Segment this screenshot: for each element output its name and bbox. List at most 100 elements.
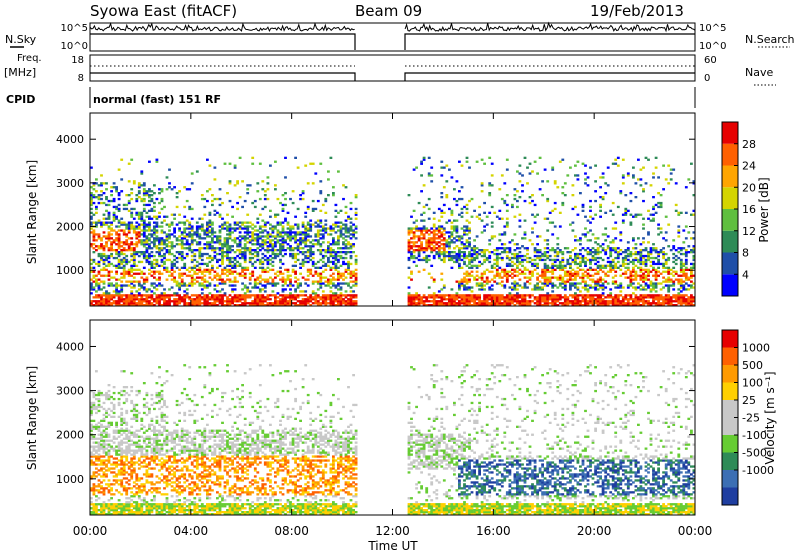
range-cell [521, 190, 524, 192]
range-cell [279, 247, 282, 249]
range-cell [183, 186, 186, 188]
range-cell [110, 222, 113, 224]
range-cell [322, 235, 325, 237]
range-cell [209, 241, 212, 243]
range-cell [158, 255, 161, 257]
range-cell [302, 231, 305, 233]
range-cell [304, 282, 307, 284]
range-cell [186, 227, 189, 229]
range-cell [135, 227, 138, 229]
range-cell [246, 267, 249, 269]
nsearch-label: N.Search [745, 33, 795, 46]
range-cell [642, 227, 645, 229]
range-cell [113, 206, 116, 208]
range-cell [196, 229, 199, 231]
range-cell [352, 281, 355, 283]
range-cell [531, 300, 534, 302]
range-cell [609, 296, 612, 298]
range-cell [589, 275, 592, 277]
range-cell [352, 300, 355, 302]
range-cell [151, 198, 154, 200]
range-cell [209, 282, 212, 284]
range-cell [617, 294, 620, 296]
range-cell [219, 239, 222, 241]
range-cell [110, 247, 113, 249]
range-cell [146, 224, 149, 226]
range-cell [105, 290, 108, 292]
range-cell [463, 233, 466, 235]
range-cell [337, 284, 340, 286]
range-cell [509, 286, 512, 288]
range-cell [587, 288, 590, 290]
range-cell [420, 161, 423, 163]
range-cell [466, 296, 469, 298]
range-cell [153, 206, 156, 208]
range-cell [251, 271, 254, 273]
range-cell [327, 296, 330, 298]
range-cell [476, 267, 479, 269]
range-cell [181, 241, 184, 243]
range-cell [582, 206, 585, 208]
range-cell [524, 284, 527, 286]
range-cell [130, 302, 133, 304]
range-cell [453, 220, 456, 222]
range-cell [251, 227, 254, 229]
range-cell [151, 251, 154, 253]
range-cell [632, 267, 635, 269]
range-cell [667, 300, 670, 302]
range-cell [650, 288, 653, 290]
range-cell [506, 279, 509, 281]
range-cell [541, 300, 544, 302]
range-cell [203, 214, 206, 216]
range-cell [478, 218, 481, 220]
range-cell [324, 296, 327, 298]
range-cell [534, 204, 537, 206]
range-cell [425, 261, 428, 263]
range-cell [536, 279, 539, 281]
range-cell [645, 288, 648, 290]
range-cell [466, 161, 469, 163]
range-cell [556, 294, 559, 296]
range-cell [103, 255, 106, 257]
range-cell [534, 216, 537, 218]
range-cell [148, 269, 151, 271]
range-cell [214, 251, 217, 253]
range-cell [420, 237, 423, 239]
range-cell [209, 212, 212, 214]
range-cell [287, 212, 290, 214]
range-cell [652, 257, 655, 259]
range-cell [198, 300, 201, 302]
range-cell [269, 210, 272, 212]
range-cell [433, 257, 436, 259]
range-cell [163, 296, 166, 298]
range-cell [423, 225, 426, 227]
range-cell [652, 214, 655, 216]
range-cell [254, 294, 257, 296]
range-cell [473, 251, 476, 253]
range-cell [355, 263, 358, 265]
range-cell [440, 233, 443, 235]
range-cell [302, 222, 305, 224]
range-cell [461, 302, 464, 304]
range-cell [597, 247, 600, 249]
range-cell [463, 296, 466, 298]
range-cell [330, 294, 333, 296]
range-cell [163, 267, 166, 269]
range-cell [128, 284, 131, 286]
range-cell [503, 302, 506, 304]
range-cell [572, 259, 575, 261]
range-cell [166, 188, 169, 190]
range-cell [319, 249, 322, 251]
range-cell [178, 284, 181, 286]
range-cell [118, 279, 121, 281]
range-cell [657, 192, 660, 194]
range-cell [319, 286, 322, 288]
range-cell [509, 302, 512, 304]
range-cell [637, 286, 640, 288]
range-cell [302, 190, 305, 192]
range-cell [471, 255, 474, 257]
range-cell [251, 286, 254, 288]
range-cell [244, 302, 247, 304]
range-cell [292, 257, 295, 259]
range-cell [418, 259, 421, 261]
